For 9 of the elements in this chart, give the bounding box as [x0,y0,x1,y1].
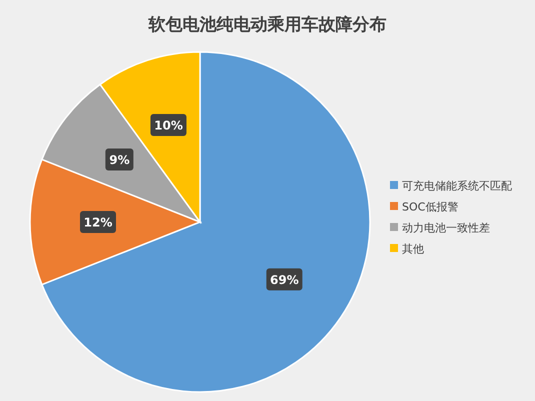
legend-label: 其他 [402,242,424,256]
legend-label: 可充电储能系统不匹配 [402,180,512,192]
data-label: 9% [109,152,130,167]
legend-label: 动力电池一致性差 [402,222,490,234]
legend-label: SOC低报警 [402,200,458,214]
chart-title: 软包电池纯电动乘用车故障分布 [148,15,386,35]
data-label: 69% [270,272,299,287]
data-label: 10% [154,118,183,132]
data-label: 12% [84,216,112,230]
